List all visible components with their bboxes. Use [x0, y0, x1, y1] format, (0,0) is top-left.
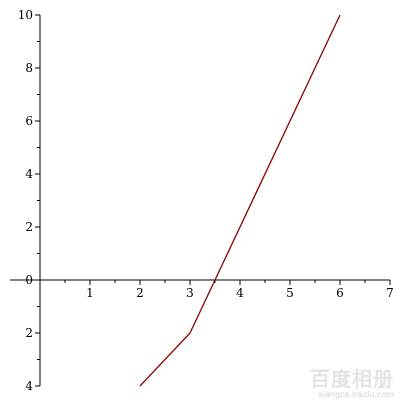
x-tick-label: 2 [136, 286, 144, 300]
x-tick-label: 5 [286, 286, 294, 300]
y-tick-label: 0 [25, 273, 33, 287]
y-tick-label: 8 [25, 61, 33, 75]
watermark-subtext: xiangce.baidu.com [318, 390, 394, 399]
x-tick-label: 6 [336, 286, 344, 300]
y-tick-label: 2 [25, 220, 33, 234]
axes [10, 15, 390, 386]
watermark-logo: 百度相册 xiangce.baidu.com [304, 367, 394, 399]
x-tick-label: 1 [86, 286, 94, 300]
y-tick-label: 6 [25, 114, 33, 128]
tick-marks [35, 14, 391, 387]
series-group [139, 14, 341, 387]
x-tick-label: 4 [236, 286, 244, 300]
x-tick-label: 3 [186, 286, 194, 300]
tick-labels: 1 2 3 4 5 6 7 0 2 4 6 8 10 2 4 [18, 8, 394, 393]
watermark-text: 百度相册 [310, 367, 394, 391]
y-tick-label: 2 [25, 326, 33, 340]
y-tick-label: 4 [25, 167, 33, 181]
x-tick-label: 7 [386, 286, 394, 300]
y-tick-label: 4 [25, 379, 33, 393]
series-line [139, 14, 341, 387]
y-tick-label: 10 [18, 8, 33, 22]
